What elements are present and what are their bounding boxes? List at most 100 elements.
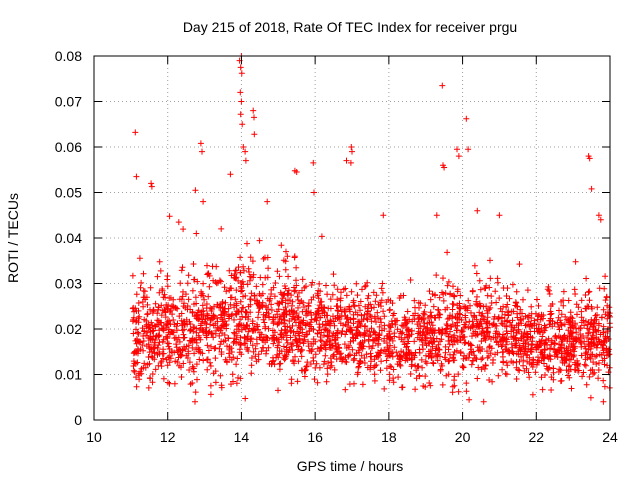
data-point xyxy=(514,310,521,317)
data-point xyxy=(323,338,330,345)
data-point xyxy=(587,394,594,401)
data-point-outlier xyxy=(311,189,317,196)
data-point xyxy=(585,338,592,345)
data-point xyxy=(427,309,434,316)
data-point xyxy=(347,351,353,358)
data-point xyxy=(299,276,306,283)
data-point xyxy=(385,296,392,303)
data-point xyxy=(418,356,425,363)
data-point xyxy=(130,330,137,337)
data-point xyxy=(527,346,534,353)
data-point-outlier xyxy=(242,157,249,164)
data-point xyxy=(367,312,373,319)
data-point xyxy=(223,288,230,295)
data-point xyxy=(584,303,591,310)
data-point xyxy=(233,308,240,315)
data-point xyxy=(345,344,352,351)
data-point xyxy=(143,294,150,301)
data-point xyxy=(509,324,515,330)
data-point xyxy=(349,334,356,341)
data-point xyxy=(417,300,424,307)
y-tick-label: 0.07 xyxy=(55,94,82,110)
data-point xyxy=(589,332,596,339)
data-point xyxy=(162,309,169,316)
data-point xyxy=(318,304,325,311)
data-point xyxy=(301,304,307,310)
data-point xyxy=(375,342,382,348)
data-point xyxy=(235,277,242,284)
data-point xyxy=(463,319,469,326)
data-point xyxy=(361,283,368,290)
data-point xyxy=(145,354,152,360)
data-point xyxy=(298,320,304,327)
data-point-outlier xyxy=(380,212,387,219)
data-point xyxy=(270,284,277,291)
data-point xyxy=(152,323,159,330)
data-point xyxy=(290,357,297,364)
data-point xyxy=(444,249,451,256)
data-point xyxy=(144,311,151,318)
data-point xyxy=(528,303,535,310)
data-point xyxy=(255,309,262,316)
data-point xyxy=(365,292,372,299)
data-point xyxy=(470,321,477,328)
data-point xyxy=(510,308,517,315)
data-point xyxy=(404,308,411,315)
data-point xyxy=(466,351,473,357)
data-point xyxy=(315,307,322,314)
data-point xyxy=(176,362,183,369)
data-point xyxy=(428,354,435,361)
data-point xyxy=(324,371,331,378)
data-point xyxy=(210,312,217,319)
data-point xyxy=(548,339,555,345)
data-point xyxy=(380,308,387,315)
data-point-outlier xyxy=(597,216,604,223)
data-point xyxy=(280,312,287,319)
data-point xyxy=(483,319,490,326)
data-point xyxy=(308,309,314,316)
data-point xyxy=(494,333,501,340)
data-point xyxy=(315,295,322,302)
data-point xyxy=(512,342,518,349)
data-point xyxy=(184,321,191,328)
grid-lines xyxy=(94,56,610,420)
data-point xyxy=(293,310,300,317)
data-point xyxy=(367,332,374,339)
data-point xyxy=(389,320,396,327)
data-point xyxy=(342,321,349,328)
data-point xyxy=(231,271,238,277)
data-point xyxy=(187,381,194,388)
data-point xyxy=(143,332,150,339)
data-point-outlier xyxy=(132,129,139,136)
data-point xyxy=(488,293,495,300)
data-point xyxy=(355,364,362,371)
data-point xyxy=(224,343,230,350)
data-point xyxy=(173,341,180,348)
data-point xyxy=(354,311,361,318)
data-point xyxy=(371,304,377,311)
data-point xyxy=(334,286,341,293)
data-point xyxy=(354,333,361,339)
data-point xyxy=(184,303,191,309)
data-point xyxy=(174,327,180,334)
data-point xyxy=(260,255,267,262)
data-point xyxy=(203,356,210,363)
data-point xyxy=(333,356,340,363)
data-point-outlier xyxy=(251,131,258,138)
data-point xyxy=(301,333,308,340)
data-point xyxy=(454,335,461,341)
data-point xyxy=(574,311,580,318)
data-point xyxy=(353,350,360,357)
data-point xyxy=(600,377,607,384)
data-point xyxy=(201,319,208,326)
data-point xyxy=(313,311,320,318)
data-point xyxy=(386,331,393,338)
data-point xyxy=(396,334,403,341)
data-point xyxy=(604,302,611,309)
data-point xyxy=(193,339,200,346)
data-point xyxy=(419,332,426,339)
data-point xyxy=(442,343,449,350)
data-point xyxy=(428,312,435,319)
data-point xyxy=(419,364,426,371)
data-point xyxy=(420,315,426,322)
